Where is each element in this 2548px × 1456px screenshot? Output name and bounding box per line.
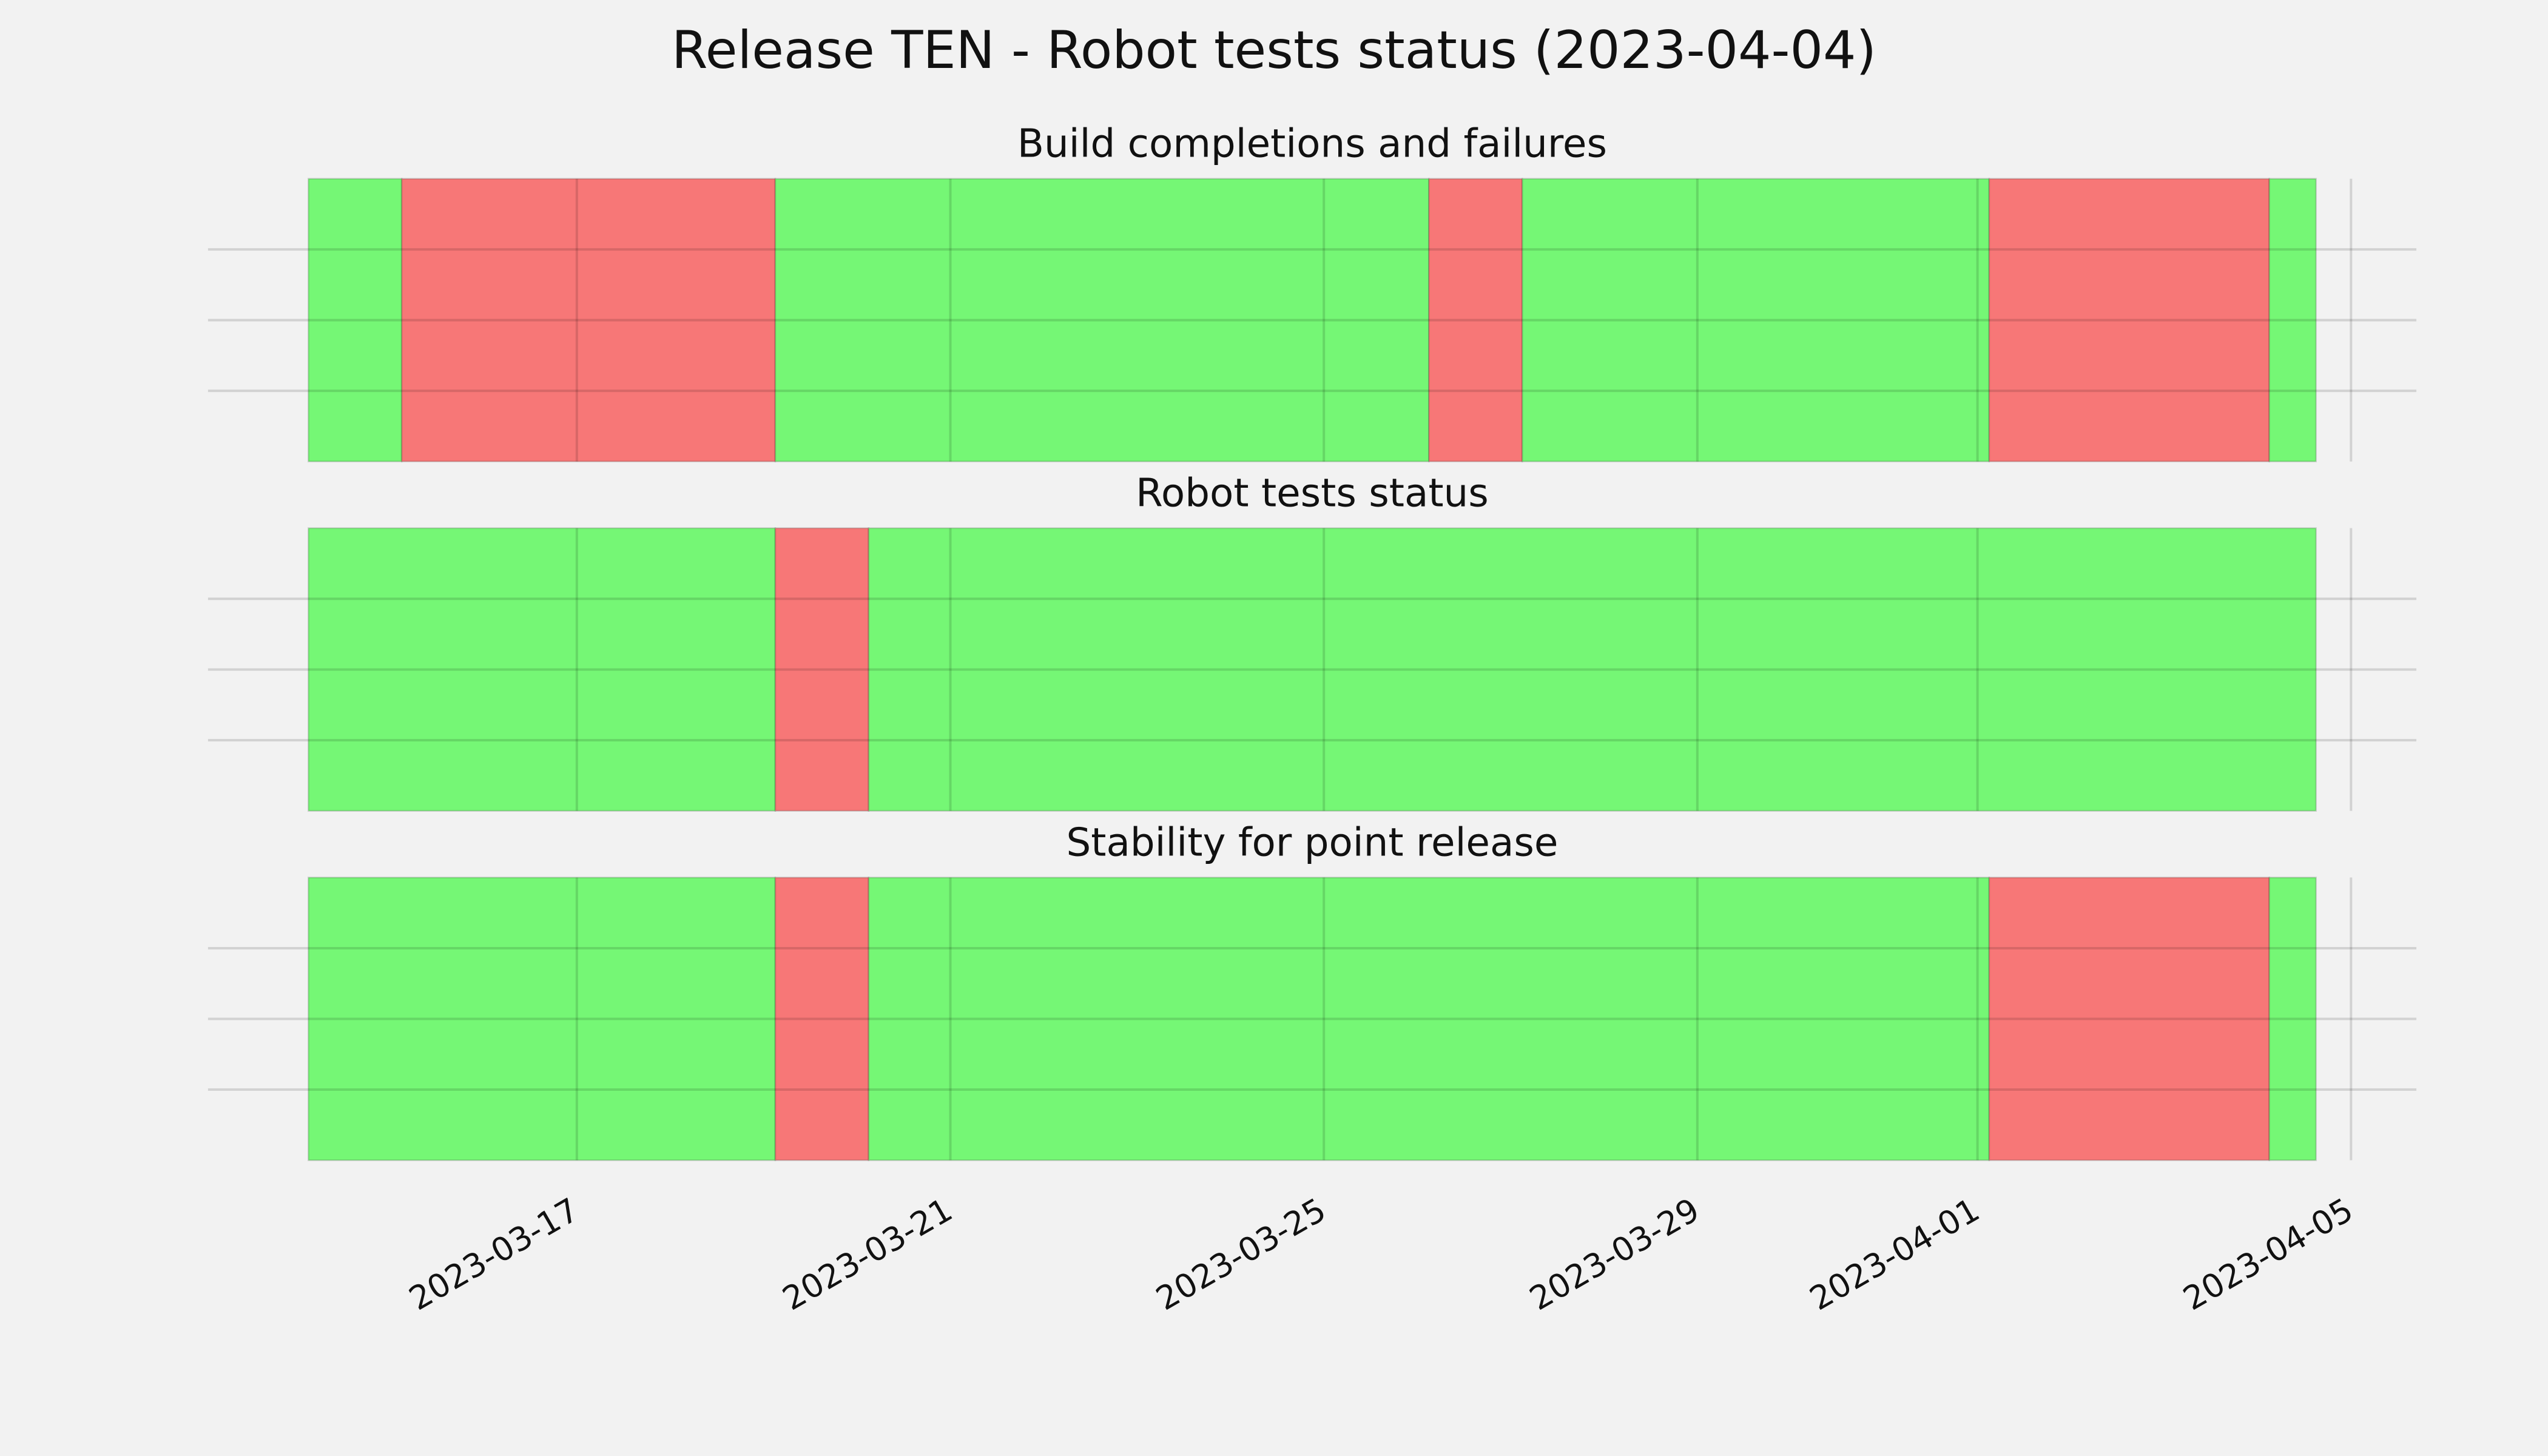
subplot-title: Stability for point release <box>1067 820 1559 865</box>
status-span <box>868 877 1990 1161</box>
status-span <box>1988 877 2270 1161</box>
subplot-title: Build completions and failures <box>1017 121 1607 167</box>
status-span <box>307 178 403 463</box>
status-span <box>774 178 1430 463</box>
status-span <box>1988 178 2270 463</box>
subplot-title: Robot tests status <box>1136 471 1489 516</box>
status-span <box>2268 877 2317 1161</box>
chart-title: Release TEN - Robot tests status (2023-0… <box>672 20 1876 81</box>
status-span <box>307 877 777 1161</box>
status-span <box>400 178 777 463</box>
status-span <box>2268 178 2317 463</box>
status-span <box>774 527 870 812</box>
status-span <box>868 527 2317 812</box>
status-span <box>1428 178 1523 463</box>
status-span <box>1521 178 1990 463</box>
status-span <box>307 527 777 812</box>
status-span <box>774 877 870 1161</box>
